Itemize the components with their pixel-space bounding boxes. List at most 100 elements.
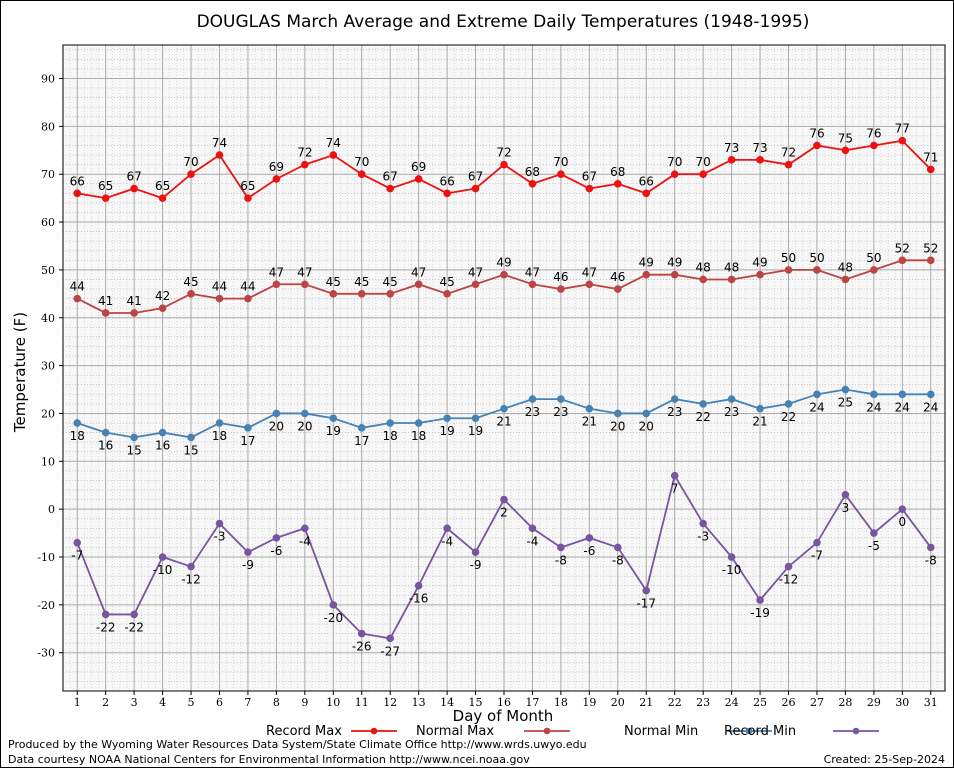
record-min-point bbox=[272, 534, 281, 542]
normal-min-data-label: 23 bbox=[553, 405, 568, 419]
normal-min-data-label: 24 bbox=[809, 400, 824, 414]
legend-label: Normal Min bbox=[624, 724, 698, 739]
record-max-point bbox=[272, 175, 281, 183]
record-max-data-label: 72 bbox=[781, 146, 796, 160]
normal-min-point bbox=[727, 395, 736, 403]
normal-max-point bbox=[841, 275, 850, 284]
record-min-data-label: -3 bbox=[697, 530, 709, 544]
normal-max-point bbox=[443, 290, 451, 298]
normal-max-point bbox=[727, 275, 736, 284]
record-max-point bbox=[699, 170, 707, 178]
normal-min-point bbox=[670, 395, 679, 403]
footer-produced-by: Produced by the Wyoming Water Resources … bbox=[8, 738, 587, 751]
normal-max-data-label: 48 bbox=[724, 260, 739, 274]
normal-max-point bbox=[898, 256, 907, 265]
normal-min-point bbox=[926, 390, 935, 399]
normal-max-point bbox=[642, 270, 651, 279]
normal-max-point bbox=[329, 290, 338, 298]
normal-max-data-label: 41 bbox=[126, 294, 141, 308]
record-max-point bbox=[756, 156, 764, 164]
record-min-data-label: -20 bbox=[323, 611, 343, 625]
x-tick-label: 24 bbox=[725, 696, 739, 709]
normal-min-data-label: 16 bbox=[98, 439, 113, 453]
x-axis-label: Day of Month bbox=[453, 707, 554, 725]
normal-max-point bbox=[557, 285, 565, 293]
normal-max-data-label: 49 bbox=[639, 256, 654, 270]
normal-min-point bbox=[699, 400, 707, 408]
record-min-point bbox=[301, 524, 309, 533]
normal-max-data-label: 50 bbox=[866, 251, 881, 265]
record-max-point bbox=[443, 189, 451, 198]
series-normal-min: 18 16 15 16 15 18 17 20 20 19 17 18 18 19 19 21 23 23 21 20… bbox=[70, 385, 938, 457]
normal-min-data-label: 20 bbox=[269, 419, 284, 433]
record-min-data-label: -12 bbox=[181, 573, 201, 587]
record-min-point bbox=[215, 519, 224, 528]
record-min-point bbox=[73, 538, 82, 547]
record-max-data-label: 70 bbox=[696, 155, 711, 169]
record-max-point bbox=[301, 160, 309, 169]
legend-marker bbox=[745, 727, 753, 735]
record-min-point bbox=[101, 610, 110, 619]
x-tick-label: 27 bbox=[810, 696, 824, 709]
record-min-data-label: -6 bbox=[583, 544, 595, 558]
record-max-point bbox=[614, 179, 622, 188]
record-max-point bbox=[158, 194, 167, 202]
y-tick-label: 80 bbox=[41, 120, 55, 133]
x-tick-label: 12 bbox=[383, 696, 397, 709]
normal-max-point bbox=[670, 270, 679, 279]
record-max-point bbox=[870, 141, 878, 150]
record-min-data-label: -16 bbox=[409, 592, 429, 606]
x-tick-label: 23 bbox=[696, 696, 710, 709]
legend-marker bbox=[543, 727, 551, 735]
x-tick-label: 7 bbox=[244, 696, 251, 709]
normal-max-point bbox=[585, 280, 594, 289]
record-min-point bbox=[841, 491, 850, 499]
normal-max-point bbox=[272, 280, 281, 289]
normal-max-point bbox=[614, 285, 622, 293]
x-tick-label: 22 bbox=[668, 696, 682, 709]
normal-min-point bbox=[73, 419, 82, 427]
record-max-data-label: 65 bbox=[240, 179, 255, 193]
record-max-data-label: 65 bbox=[155, 179, 170, 193]
x-tick-label: 2 bbox=[102, 696, 109, 709]
x-tick-label: 9 bbox=[301, 696, 308, 709]
series-normal-max: 44 41 41 42 45 44 44 47 47 45 45 45 47 45 47 49 47 46 47 46… bbox=[70, 241, 938, 317]
record-min-data-label: -10 bbox=[153, 563, 173, 577]
normal-min-point bbox=[158, 428, 167, 437]
normal-max-point bbox=[386, 290, 394, 298]
normal-max-data-label: 47 bbox=[582, 265, 597, 279]
normal-max-data-label: 48 bbox=[838, 260, 853, 274]
record-min-point bbox=[926, 543, 935, 552]
record-max-data-label: 65 bbox=[98, 179, 113, 193]
record-max-data-label: 70 bbox=[667, 155, 682, 169]
normal-min-data-label: 23 bbox=[525, 405, 540, 419]
normal-max-point bbox=[73, 294, 82, 303]
normal-max-point bbox=[101, 309, 110, 317]
record-max-data-label: 76 bbox=[809, 126, 824, 140]
legend-marker bbox=[852, 727, 860, 735]
normal-max-data-label: 49 bbox=[667, 256, 682, 270]
record-min-data-label: -26 bbox=[352, 640, 372, 654]
record-max-data-label: 73 bbox=[752, 141, 767, 155]
record-max-data-label: 69 bbox=[269, 160, 284, 174]
record-min-point bbox=[443, 524, 451, 533]
record-max-point bbox=[130, 184, 138, 193]
record-max-data-label: 75 bbox=[838, 131, 853, 145]
normal-min-data-label: 24 bbox=[895, 400, 910, 414]
grid bbox=[62, 44, 946, 692]
record-min-data-label: -8 bbox=[555, 553, 567, 567]
y-tick-label: -10 bbox=[37, 551, 55, 564]
record-max-data-label: 68 bbox=[525, 165, 540, 179]
record-max-point bbox=[813, 141, 821, 150]
legend-item-normal-min: Normal Min bbox=[624, 724, 772, 739]
normal-min-data-label: 25 bbox=[838, 396, 853, 410]
record-max-data-label: 77 bbox=[895, 122, 910, 136]
x-tick-label: 1 bbox=[74, 696, 81, 709]
normal-max-point bbox=[158, 304, 167, 312]
record-max-point bbox=[187, 170, 195, 178]
normal-min-point bbox=[357, 424, 366, 432]
record-min-data-label: -22 bbox=[124, 620, 144, 634]
normal-min-data-label: 18 bbox=[70, 429, 85, 443]
record-min-data-label: -7 bbox=[811, 549, 823, 563]
